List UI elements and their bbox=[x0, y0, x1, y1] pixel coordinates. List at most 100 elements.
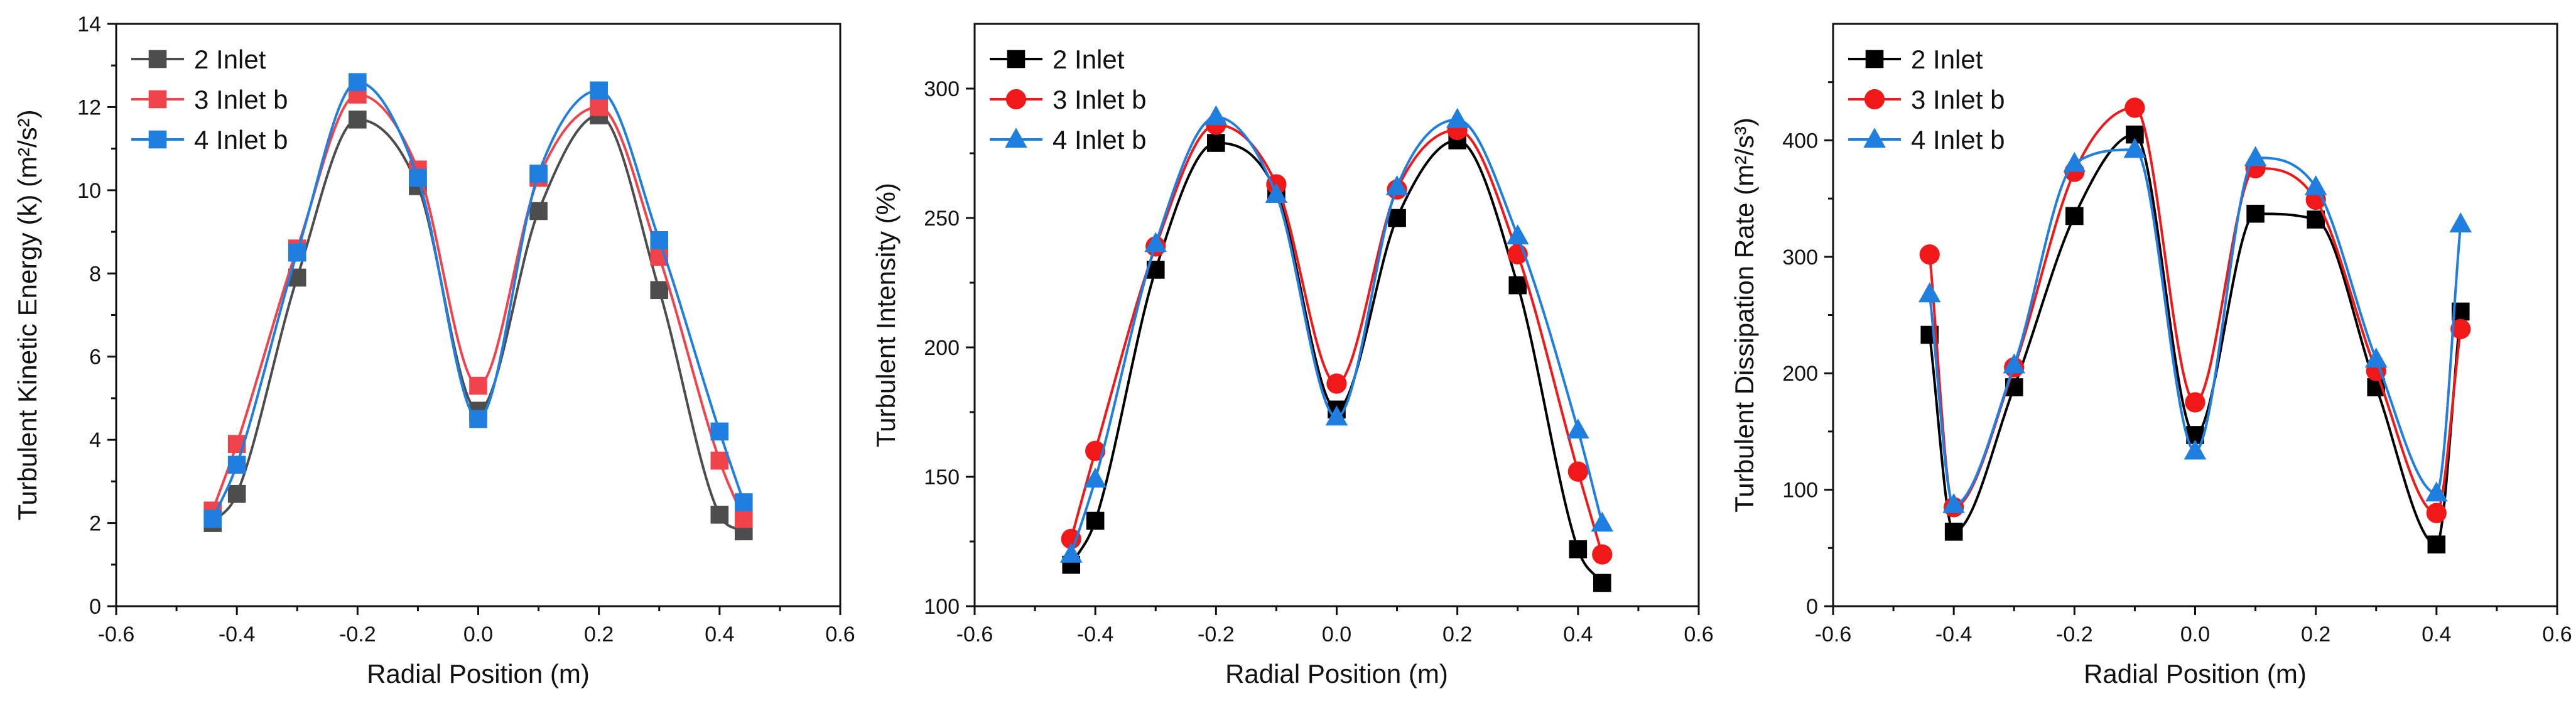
data-point-4-inlet-b bbox=[1567, 418, 1589, 438]
data-point-4-inlet-b bbox=[1506, 224, 1529, 244]
x-tick-label: 0.2 bbox=[1442, 623, 1472, 646]
x-tick-label: 0.0 bbox=[1322, 623, 1351, 646]
data-point-3-inlet-b bbox=[590, 98, 608, 116]
y-tick-label: 4 bbox=[89, 428, 101, 452]
legend-label-2-inlet: 2 Inlet bbox=[1053, 45, 1125, 74]
y-tick-label: 150 bbox=[924, 465, 960, 489]
data-point-4-inlet-b bbox=[1265, 183, 1288, 204]
x-tick-label: 0.4 bbox=[2422, 623, 2451, 646]
y-tick-label: 200 bbox=[1782, 362, 1818, 386]
legend-marker-4-inlet-b bbox=[148, 130, 167, 149]
data-point-4-inlet-b bbox=[2123, 138, 2146, 158]
data-point-3-inlet-b bbox=[2124, 97, 2145, 118]
legend-marker-4-inlet-b bbox=[1005, 128, 1027, 148]
legend-label-2-inlet: 2 Inlet bbox=[1911, 45, 1983, 74]
legend-marker-3-inlet-b bbox=[1864, 89, 1885, 110]
legend-label-3-inlet-b: 3 Inlet b bbox=[194, 85, 288, 114]
data-point-3-inlet-b bbox=[1919, 244, 1940, 265]
data-point-2-inlet bbox=[2427, 535, 2446, 554]
x-axis-label: Radial Position (m) bbox=[2084, 659, 2307, 689]
y-axis-label: Turbulent Intensity (%) bbox=[871, 183, 901, 447]
x-tick-label: 0.0 bbox=[2180, 623, 2210, 646]
y-tick-label: 300 bbox=[1782, 246, 1818, 269]
series-line-2-inlet bbox=[1928, 133, 2462, 546]
legend-marker-3-inlet-b bbox=[148, 90, 167, 109]
series-4-inlet-b bbox=[1918, 138, 2472, 513]
data-point-3-inlet-b bbox=[2185, 392, 2205, 413]
data-point-4-inlet-b bbox=[1059, 542, 1083, 563]
data-point-4-inlet-b bbox=[1385, 175, 1409, 195]
legend: 2 Inlet 3 Inlet b 4 Inlet b bbox=[131, 45, 288, 155]
data-point-4-inlet-b bbox=[288, 243, 306, 262]
y-tick-label: 400 bbox=[1782, 129, 1818, 153]
x-tick-label: -0.2 bbox=[1198, 623, 1235, 646]
series-2-inlet bbox=[1920, 125, 2470, 554]
data-point-3-inlet-b bbox=[1592, 544, 1613, 565]
data-point-3-inlet-b bbox=[734, 509, 753, 528]
data-point-4-inlet-b bbox=[1918, 282, 1941, 303]
data-point-4-inlet-b bbox=[1942, 493, 1965, 513]
chart-svg-0: -0.6 -0.4 -0.2 0.0 0.2 0.4 0.6 0 2 4 6 8 10 12 14 Radia… bbox=[13, 13, 855, 689]
legend-marker-2-inlet bbox=[148, 50, 167, 68]
data-point-4-inlet-b bbox=[1591, 511, 1614, 532]
x-tick-label: 0.2 bbox=[2301, 623, 2330, 646]
legend-marker-3-inlet-b bbox=[1005, 89, 1027, 110]
data-point-4-inlet-b bbox=[2063, 151, 2086, 172]
data-point-2-inlet bbox=[349, 110, 367, 129]
legend-label-2-inlet: 2 Inlet bbox=[194, 45, 266, 74]
chart-panel-turbulent-intensity: -0.6 -0.4 -0.2 0.0 0.2 0.4 0.6 100 150 200 250 300 R… bbox=[858, 0, 1717, 713]
legend-label-4-inlet-b: 4 Inlet b bbox=[1911, 125, 2005, 155]
y-tick-label: 12 bbox=[77, 95, 101, 119]
data-point-2-inlet bbox=[1569, 540, 1588, 558]
legend-label-3-inlet-b: 3 Inlet b bbox=[1911, 85, 2005, 114]
series-4-inlet-b bbox=[1059, 105, 1614, 563]
x-axis-label: Radial Position (m) bbox=[1225, 659, 1448, 689]
series-line-2-inlet bbox=[212, 114, 745, 533]
series-line-2-inlet bbox=[1069, 139, 1603, 584]
data-point-4-inlet-b bbox=[409, 168, 427, 187]
data-point-4-inlet-b bbox=[469, 410, 487, 428]
data-point-3-inlet-b bbox=[1567, 461, 1588, 482]
data-point-4-inlet-b bbox=[2003, 353, 2026, 374]
x-tick-label: 0.4 bbox=[1563, 623, 1593, 646]
data-point-3-inlet-b bbox=[710, 451, 729, 470]
data-point-4-inlet-b bbox=[1204, 105, 1228, 126]
legend: 2 Inlet 3 Inlet b 4 Inlet b bbox=[1848, 45, 2005, 155]
legend-label-4-inlet-b: 4 Inlet b bbox=[1053, 125, 1146, 155]
data-point-2-inlet bbox=[710, 506, 729, 524]
chart-panel-turbulent-dissipation-rate: -0.6 -0.4 -0.2 0.0 0.2 0.4 0.6 0 100 200 300 400 Rad… bbox=[1717, 0, 2576, 713]
y-axis-label: Turbulent Kinetic Energy (k) (m²/s²) bbox=[13, 109, 42, 520]
data-point-4-inlet-b bbox=[2184, 439, 2207, 460]
y-tick-label: 0 bbox=[89, 595, 101, 619]
data-point-4-inlet-b bbox=[1144, 232, 1167, 253]
x-tick-label: -0.6 bbox=[98, 623, 135, 646]
series-3-inlet-b bbox=[1061, 114, 1613, 565]
x-tick-label: -0.2 bbox=[2056, 623, 2093, 646]
chart-svg-2: -0.6 -0.4 -0.2 0.0 0.2 0.4 0.6 0 100 200 300 400 Rad… bbox=[1729, 23, 2572, 689]
data-point-3-inlet-b bbox=[1061, 528, 1081, 549]
y-tick-label: 8 bbox=[89, 262, 101, 286]
data-point-4-inlet-b bbox=[227, 455, 246, 474]
series-2-inlet bbox=[1062, 131, 1611, 592]
series-line-4-inlet-b bbox=[1069, 116, 1604, 555]
x-tick-label: 0.6 bbox=[1684, 623, 1713, 646]
x-tick-label: 0.6 bbox=[2542, 623, 2572, 646]
x-tick-label: 0.0 bbox=[463, 623, 493, 646]
data-point-2-inlet bbox=[650, 281, 669, 300]
data-point-2-inlet bbox=[1944, 523, 1963, 541]
y-tick-label: 100 bbox=[1782, 479, 1818, 503]
x-tick-label: 0.4 bbox=[705, 623, 734, 646]
data-point-4-inlet-b bbox=[2364, 347, 2388, 368]
data-point-3-inlet-b bbox=[1326, 373, 1347, 394]
data-point-3-inlet-b bbox=[2450, 318, 2471, 339]
data-point-2-inlet bbox=[1593, 574, 1611, 592]
y-tick-label: 300 bbox=[924, 77, 960, 101]
data-point-2-inlet bbox=[2065, 207, 2084, 226]
x-axis-label: Radial Position (m) bbox=[367, 659, 590, 689]
data-point-4-inlet-b bbox=[734, 493, 753, 511]
series-4-inlet-b bbox=[203, 73, 753, 528]
data-point-4-inlet-b bbox=[203, 509, 222, 528]
legend-marker-2-inlet bbox=[1865, 50, 1884, 68]
x-tick-label: -0.6 bbox=[1815, 623, 1852, 646]
data-point-2-inlet bbox=[529, 202, 548, 220]
